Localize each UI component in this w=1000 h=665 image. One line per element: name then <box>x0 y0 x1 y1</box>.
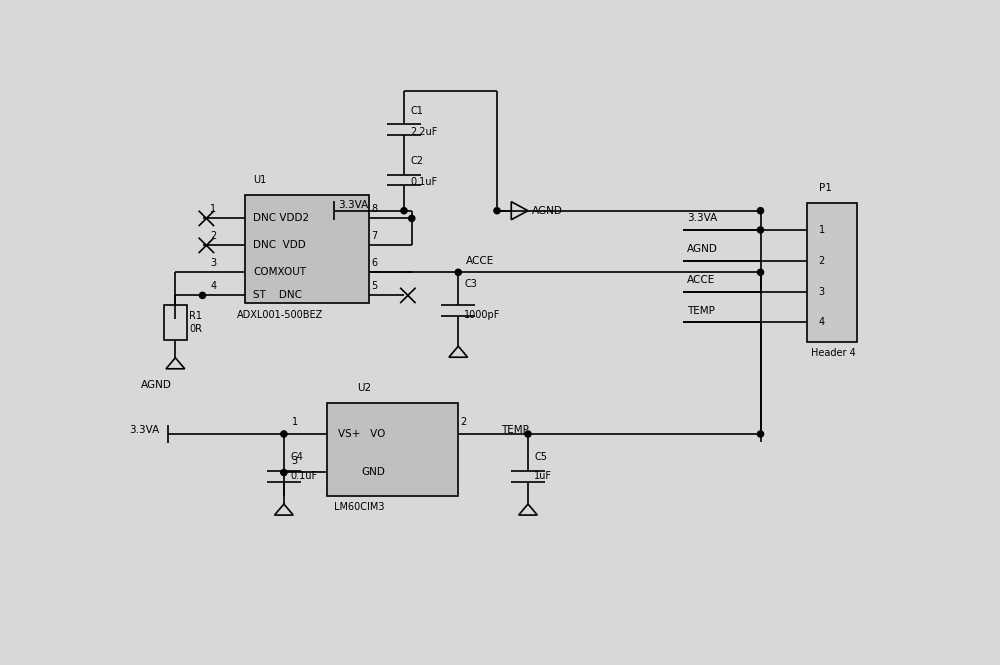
Text: LM60CIM3: LM60CIM3 <box>334 502 385 512</box>
Text: 1000pF: 1000pF <box>464 310 501 320</box>
Text: U1: U1 <box>253 175 266 185</box>
Text: P1: P1 <box>819 183 832 193</box>
Text: U2: U2 <box>358 383 372 393</box>
Text: 3: 3 <box>210 258 216 268</box>
Circle shape <box>494 207 500 213</box>
Text: C1: C1 <box>410 106 423 116</box>
Circle shape <box>199 293 206 299</box>
Text: 1uF: 1uF <box>534 471 552 481</box>
Circle shape <box>757 269 764 275</box>
Text: 0.1uF: 0.1uF <box>410 177 437 188</box>
Text: 3.3VA: 3.3VA <box>129 425 159 435</box>
Text: C3: C3 <box>464 279 477 289</box>
Polygon shape <box>511 201 528 219</box>
Polygon shape <box>274 504 293 515</box>
Bar <box>326 403 458 495</box>
Circle shape <box>455 269 461 275</box>
Text: C5: C5 <box>534 452 547 462</box>
Text: AGND: AGND <box>687 244 718 254</box>
Text: 1: 1 <box>210 204 216 214</box>
Text: TEMP: TEMP <box>687 306 715 316</box>
Circle shape <box>525 431 531 437</box>
Bar <box>164 305 187 340</box>
Text: 3: 3 <box>292 456 298 466</box>
Text: 2: 2 <box>819 256 825 266</box>
Text: R1: R1 <box>189 311 202 321</box>
Text: 2: 2 <box>461 418 467 428</box>
Circle shape <box>757 227 764 233</box>
Text: 5: 5 <box>371 281 378 291</box>
Polygon shape <box>519 504 537 515</box>
Text: 8: 8 <box>371 204 378 214</box>
Bar <box>245 196 369 303</box>
Text: ST    DNC: ST DNC <box>253 291 302 301</box>
Text: 0.1uF: 0.1uF <box>290 471 317 481</box>
Text: 3.3VA: 3.3VA <box>338 200 368 209</box>
Text: 1: 1 <box>292 418 298 428</box>
Polygon shape <box>166 358 185 369</box>
Text: 2.2uF: 2.2uF <box>410 127 438 137</box>
Text: C2: C2 <box>410 156 423 166</box>
Text: 6: 6 <box>371 258 378 268</box>
Text: AGND: AGND <box>141 380 171 390</box>
Text: DNC  VDD: DNC VDD <box>253 240 306 250</box>
Circle shape <box>757 207 764 213</box>
Text: VS+   VO: VS+ VO <box>338 429 386 439</box>
Circle shape <box>281 431 287 437</box>
Text: 1: 1 <box>819 225 825 235</box>
Text: ADXL001-500BEZ: ADXL001-500BEZ <box>237 310 324 320</box>
Text: TEMP: TEMP <box>501 425 529 435</box>
Polygon shape <box>449 346 468 357</box>
Text: ACCE: ACCE <box>687 275 715 285</box>
Text: COMXOUT: COMXOUT <box>253 267 306 277</box>
Text: C4: C4 <box>290 452 303 462</box>
Text: 3: 3 <box>819 287 825 297</box>
Text: 4: 4 <box>819 317 825 327</box>
Text: 2: 2 <box>210 231 216 241</box>
Circle shape <box>281 469 287 475</box>
Circle shape <box>757 431 764 437</box>
Text: Header 4: Header 4 <box>811 348 856 358</box>
Text: 3.3VA: 3.3VA <box>687 213 717 223</box>
Text: AGND: AGND <box>532 205 563 215</box>
Text: 0R: 0R <box>189 323 202 334</box>
Text: DNC VDD2: DNC VDD2 <box>253 213 309 223</box>
Text: ACCE: ACCE <box>466 256 494 266</box>
Bar <box>807 203 857 342</box>
Text: 4: 4 <box>210 281 216 291</box>
Text: GND: GND <box>361 467 385 477</box>
Text: 7: 7 <box>371 231 378 241</box>
Circle shape <box>401 207 407 213</box>
Circle shape <box>409 215 415 221</box>
